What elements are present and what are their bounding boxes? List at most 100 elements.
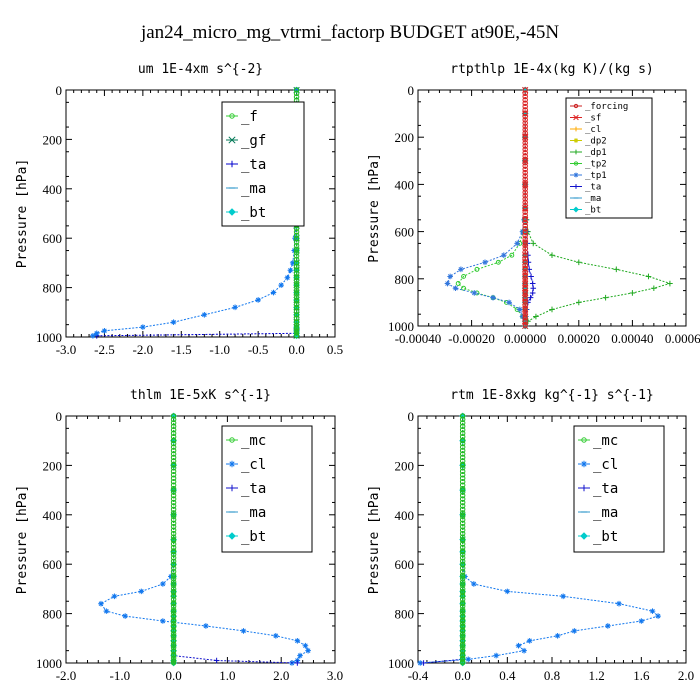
zero-line-marker [522, 262, 528, 268]
data-point [576, 259, 582, 266]
zero-line-marker [522, 166, 528, 173]
legend-marker [573, 149, 579, 155]
zero-line-marker [459, 596, 466, 603]
data-point [514, 240, 520, 247]
zero-line-marker [459, 440, 466, 447]
zero-line-marker [522, 123, 528, 130]
data-point [294, 660, 301, 666]
legend-marker [573, 103, 579, 109]
legend-label: _sf [585, 114, 601, 124]
zero-line-marker [170, 444, 177, 450]
zero-line-marker [170, 503, 177, 509]
zero-line-marker [459, 523, 466, 530]
zero-line-marker [293, 280, 300, 287]
data-point [103, 608, 110, 614]
zero-line-marker [170, 496, 177, 502]
zero-line-marker [522, 179, 528, 186]
legend-marker [228, 484, 236, 492]
legend-marker [581, 437, 587, 443]
zero-line-marker [522, 239, 528, 245]
data-point [651, 285, 657, 292]
zero-line-marker [459, 572, 466, 578]
zero-line-marker [293, 329, 300, 335]
data-point [203, 623, 209, 629]
zero-line-marker [459, 427, 466, 433]
data-point [140, 324, 146, 330]
y-tick-label: 1000 [36, 330, 62, 345]
zero-line-marker [170, 530, 177, 537]
zero-line-marker [459, 517, 466, 523]
zero-line-marker [170, 596, 177, 603]
legend-label: _bt [585, 206, 601, 216]
zero-line-marker [522, 209, 528, 215]
y-tick-label: 1000 [388, 656, 414, 671]
legend-label: _dp1 [585, 148, 607, 158]
zero-line-marker [459, 499, 466, 506]
zero-line-marker [459, 582, 466, 589]
data-point [101, 328, 108, 334]
zero-line-marker [170, 447, 177, 454]
legend: _mc _cl _ta _ma _bt [573, 425, 665, 553]
y-tick-label: 600 [43, 231, 63, 246]
data-point [213, 657, 220, 664]
data-point [284, 274, 291, 281]
zero-line-marker [522, 186, 528, 192]
x-tick-label: -0.4 [408, 668, 429, 683]
legend-marker [228, 532, 236, 540]
zero-line-marker [293, 229, 300, 235]
zero-line-marker [459, 492, 466, 499]
series-ta [420, 413, 466, 666]
zero-line-marker [170, 434, 177, 440]
zero-line-marker [459, 658, 466, 665]
zero-line-marker [522, 305, 528, 311]
zero-line-marker [522, 126, 528, 133]
zero-line-marker [170, 593, 177, 599]
y-tick-label: 800 [395, 272, 415, 287]
zero-line-marker [522, 87, 528, 93]
data-point [297, 652, 303, 659]
zero-line-marker [170, 430, 177, 437]
zero-line-marker [170, 451, 177, 457]
zero-line-marker [459, 599, 466, 606]
zero-line-marker [459, 627, 466, 634]
zero-line-marker [170, 613, 177, 620]
data-point [447, 273, 453, 280]
data-point [645, 273, 652, 280]
zero-line-marker [522, 120, 528, 126]
y-tick-label: 200 [43, 132, 63, 147]
zero-line-marker [522, 255, 528, 262]
zero-line-marker [459, 413, 466, 419]
legend-label: _dp2 [585, 137, 607, 147]
series-line [446, 90, 526, 326]
y-tick-label: 400 [395, 508, 415, 523]
data-point [526, 637, 533, 644]
zero-line-marker [170, 416, 177, 423]
data-point [649, 608, 656, 614]
zero-line-marker [459, 478, 466, 485]
y-tick-label: 400 [43, 508, 63, 523]
zero-line-marker [293, 318, 300, 325]
data-point [240, 628, 247, 634]
zero-line-marker [170, 606, 177, 613]
zero-line-marker [459, 468, 466, 475]
zero-line-marker [522, 156, 528, 163]
zero-line-marker [170, 475, 177, 481]
zero-line-marker [293, 291, 300, 297]
legend-label: _f [241, 109, 258, 125]
zero-line-marker [459, 434, 466, 440]
zero-line-marker [522, 212, 528, 219]
x-tick-label: 0.00040 [611, 331, 653, 346]
data-point [493, 652, 499, 659]
zero-line-marker [522, 222, 528, 229]
zero-line-marker [459, 482, 466, 488]
zero-line-marker [170, 582, 177, 589]
zero-line-marker [459, 641, 466, 647]
zero-line-marker [522, 318, 528, 325]
zero-line-marker [522, 192, 528, 199]
zero-line-marker [459, 568, 466, 575]
zero-line-marker [170, 465, 177, 471]
zero-line-marker [459, 651, 466, 658]
data-point [500, 252, 507, 258]
zero-line-marker [170, 527, 177, 533]
zero-line-marker [522, 110, 528, 116]
